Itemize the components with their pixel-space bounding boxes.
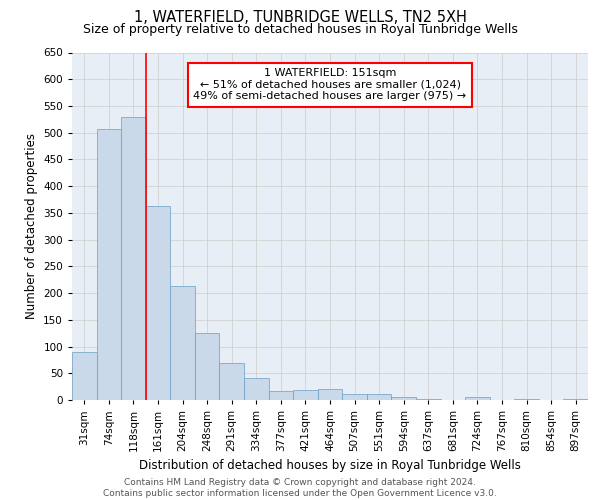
Text: Contains HM Land Registry data © Crown copyright and database right 2024.
Contai: Contains HM Land Registry data © Crown c… <box>103 478 497 498</box>
Bar <box>563 399 588 400</box>
Bar <box>121 116 146 400</box>
Bar <box>465 398 490 400</box>
Bar <box>72 352 97 400</box>
Text: 1 WATERFIELD: 151sqm
← 51% of detached houses are smaller (1,024)
49% of semi-de: 1 WATERFIELD: 151sqm ← 51% of detached h… <box>193 68 467 102</box>
Bar <box>367 394 391 400</box>
Bar <box>342 394 367 400</box>
Bar <box>244 378 269 400</box>
Bar <box>97 129 121 400</box>
Bar <box>220 363 244 400</box>
Bar <box>318 390 342 400</box>
X-axis label: Distribution of detached houses by size in Royal Tunbridge Wells: Distribution of detached houses by size … <box>139 460 521 472</box>
Bar <box>195 332 220 400</box>
Bar <box>146 206 170 400</box>
Bar <box>293 390 318 400</box>
Y-axis label: Number of detached properties: Number of detached properties <box>25 133 38 320</box>
Bar <box>170 286 195 400</box>
Bar <box>269 392 293 400</box>
Text: Size of property relative to detached houses in Royal Tunbridge Wells: Size of property relative to detached ho… <box>83 22 517 36</box>
Bar <box>391 398 416 400</box>
Text: 1, WATERFIELD, TUNBRIDGE WELLS, TN2 5XH: 1, WATERFIELD, TUNBRIDGE WELLS, TN2 5XH <box>134 10 466 25</box>
